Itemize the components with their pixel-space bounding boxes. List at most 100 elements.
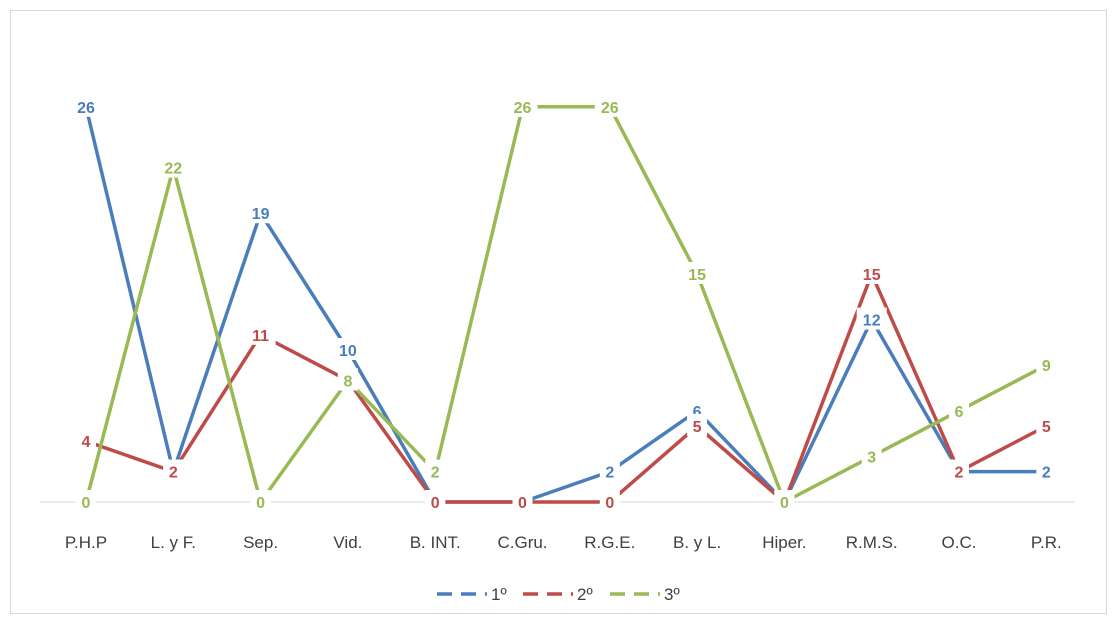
data-label: 5 (1036, 414, 1057, 436)
data-label-bg (337, 368, 358, 391)
data-label-text: 11 (252, 328, 269, 345)
data-label-bg (949, 459, 969, 482)
data-label: 6 (949, 398, 969, 421)
data-label-text: 2 (1042, 465, 1051, 482)
data-label: 19 (245, 201, 276, 224)
data-label: 2 (949, 459, 969, 482)
data-label-text: 9 (1042, 358, 1051, 375)
data-label: 0 (512, 490, 533, 512)
x-tick-label: B. INT. (410, 533, 461, 552)
data-label-text: 19 (252, 206, 270, 223)
data-label-text: 22 (164, 161, 182, 178)
data-label-bg (949, 398, 969, 421)
data-label-bg (245, 201, 276, 224)
data-label-text: 0 (431, 495, 440, 512)
data-label-text: 26 (601, 100, 619, 117)
data-label-text: 3 (867, 449, 876, 466)
data-label-text: 6 (693, 404, 702, 421)
x-tick-label: R.G.E. (584, 533, 635, 552)
data-label-bg (76, 429, 96, 452)
x-tick-label: Vid. (333, 533, 362, 552)
data-label-bg (250, 490, 271, 512)
data-label-text: 8 (343, 373, 352, 390)
chart-area (10, 10, 1107, 614)
data-label-bg (861, 444, 882, 467)
data-label-bg (163, 459, 184, 482)
legend-entry: 1º (437, 585, 507, 604)
legend-label: 3º (664, 585, 680, 604)
data-label-text: 10 (339, 343, 357, 360)
data-label-bg (687, 414, 708, 436)
data-label-text: 4 (82, 434, 91, 451)
data-label: 4 (76, 429, 96, 452)
x-tick-label: Sep. (243, 533, 278, 552)
data-label-bg (332, 338, 363, 360)
data-label-bg (682, 262, 713, 284)
legend-label: 2º (577, 585, 593, 604)
data-label: 0 (250, 490, 271, 512)
data-label-text: 0 (82, 495, 91, 512)
data-label-text: 0 (518, 495, 527, 512)
data-label: 26 (594, 94, 625, 117)
data-label-bg (507, 94, 538, 117)
data-label: 22 (158, 155, 189, 178)
data-label-text: 5 (1042, 419, 1051, 436)
data-label-text: 2 (169, 465, 178, 482)
data-label: 2 (599, 459, 620, 482)
data-label-text: 26 (514, 100, 532, 117)
data-label: 0 (774, 490, 795, 512)
x-tick-label: O.C. (942, 533, 977, 552)
data-label-text: 0 (780, 495, 789, 512)
data-label: 2 (425, 459, 446, 482)
x-tick-label: R.M.S. (846, 533, 898, 552)
data-label-bg (856, 262, 887, 284)
data-label-bg (1036, 459, 1057, 482)
data-label-text: 15 (863, 267, 881, 284)
x-tick-label: L. y F. (151, 533, 196, 552)
legend-entry: 3º (610, 585, 680, 604)
data-label: 3 (861, 444, 882, 467)
data-label: 8 (337, 368, 358, 391)
data-label: 0 (425, 490, 446, 512)
data-label-bg (71, 94, 101, 117)
x-tick-label: P.H.P (65, 533, 107, 552)
x-tick-label: P.R. (1031, 533, 1062, 552)
data-label: 15 (682, 262, 713, 284)
data-label-bg (425, 459, 446, 482)
data-label: 11 (245, 322, 276, 345)
series-line-1 (84, 105, 1049, 504)
data-label-layer: 2621910002601222421180005015250220822626… (71, 94, 1057, 512)
data-label: 0 (599, 490, 620, 512)
data-label-bg (1036, 414, 1057, 436)
data-label: 12 (856, 307, 887, 330)
data-label: 9 (1036, 353, 1057, 376)
data-label-bg (1036, 353, 1057, 376)
data-label-bg (425, 490, 446, 512)
data-label-text: 12 (863, 313, 881, 330)
data-label-bg (594, 94, 625, 117)
data-label: 26 (71, 94, 101, 117)
data-label: 10 (332, 338, 363, 360)
data-label-text: 6 (955, 404, 964, 421)
data-label-bg (774, 490, 795, 512)
data-label: 5 (687, 414, 708, 436)
data-label-bg (245, 322, 276, 345)
data-label-text: 0 (256, 495, 265, 512)
data-label-bg (856, 307, 887, 330)
data-label-text: 2 (431, 465, 440, 482)
x-tick-label: Hiper. (762, 533, 806, 552)
data-label-bg (512, 490, 533, 512)
data-label-bg (599, 490, 620, 512)
x-tick-label: C.Gru. (497, 533, 547, 552)
series-line-2 (84, 272, 1049, 504)
data-label: 26 (507, 94, 538, 117)
data-label: 0 (76, 490, 96, 512)
data-label-text: 15 (688, 267, 706, 284)
data-label: 2 (1036, 459, 1057, 482)
x-tick-label: B. y L. (673, 533, 721, 552)
series-layer (84, 105, 1049, 504)
axis-layer: P.H.P L. y F. Sep. Vid. B. INT. C.Gru. R.G.E. B… (40, 501, 1075, 552)
data-label: 2 (163, 459, 184, 482)
data-label: 15 (856, 262, 887, 284)
data-label-bg (599, 459, 620, 482)
